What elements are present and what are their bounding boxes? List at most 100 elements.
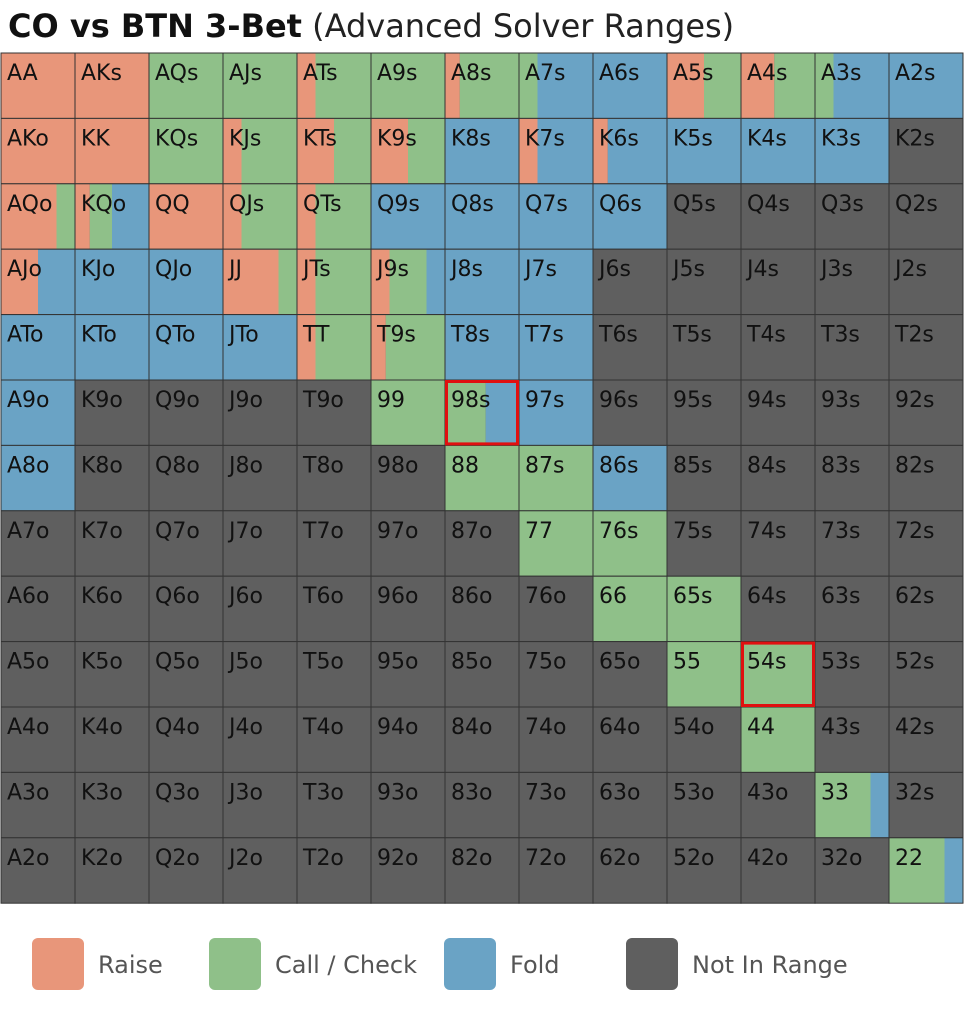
cell-label-64s: 64s (747, 584, 786, 609)
cell-t9o: T9o (296, 379, 372, 446)
cell-bg-95o (371, 641, 445, 707)
cell-j2o: J2o (222, 837, 298, 904)
cell-98s: 98s (444, 379, 520, 446)
cell-bg-74o (519, 707, 593, 773)
mix-fold-a3s (833, 53, 889, 119)
cell-bg-q4s (741, 183, 815, 250)
cell-bg-75s (667, 510, 741, 577)
cell-bg-74s (741, 510, 815, 577)
cell-j5o: J5o (222, 641, 298, 708)
cell-label-k4s: K4s (747, 126, 787, 151)
mix-fold-a6s (593, 53, 667, 119)
cell-bg-98o (371, 445, 445, 511)
cell-j3s: J3s (814, 248, 890, 316)
cell-bg-q9o (149, 380, 223, 446)
mix-raise-kts (297, 118, 334, 184)
cell-label-t8o: T8o (302, 453, 344, 478)
mix-raise-j9s (371, 249, 390, 315)
cell-label-qts: QTs (303, 192, 342, 217)
cell-bg-j6s (593, 249, 667, 315)
cell-label-k9s: K9s (377, 126, 417, 151)
mix-raise-jts (297, 249, 316, 315)
cell-bg-75o (519, 641, 593, 707)
mix-call-k9s (408, 118, 445, 184)
cell-label-t7o: T7o (302, 519, 344, 544)
mix-fold-97s (519, 380, 593, 446)
mix-call-a3s (815, 53, 834, 119)
cell-label-97s: 97s (525, 388, 564, 413)
mix-call-aqs (149, 53, 223, 119)
cell-label-t8s: T8s (450, 323, 490, 348)
cell-k7o: K7o (74, 510, 150, 577)
cell-bg-q2s (889, 183, 963, 250)
cell-label-j6o: J6o (227, 584, 263, 609)
cell-label-72o: 72o (525, 846, 566, 871)
cell-bg-t3o (297, 772, 371, 838)
cell-95s: 95s (666, 379, 742, 446)
cell-64o: 64o (592, 706, 668, 773)
cell-bg-54o (667, 707, 741, 773)
cell-bg-q5o (149, 641, 223, 707)
cell-bg-92s (889, 380, 963, 446)
cell-q9o: Q9o (148, 379, 224, 446)
cell-q8s: Q8s (444, 183, 520, 250)
cell-bg-j5s (667, 249, 741, 315)
cell-bg-j6o (223, 576, 297, 642)
cell-64s: 64s (740, 575, 816, 643)
cell-j5s: J5s (666, 248, 742, 316)
mix-fold-k7s (537, 118, 593, 184)
cell-label-64o: 64o (599, 715, 640, 740)
cell-bg-a3o (1, 772, 75, 838)
mix-fold-j7s (519, 249, 593, 315)
cell-k5s: K5s (666, 117, 742, 185)
mix-raise-ajo (1, 249, 38, 315)
cell-label-aa: AA (7, 61, 38, 86)
cell-ako: AKo (0, 117, 76, 185)
cell-label-q7s: Q7s (525, 192, 568, 217)
legend-label-fold: Fold (510, 951, 560, 979)
cell-label-t4o: T4o (302, 715, 344, 740)
cell-label-k4o: K4o (81, 715, 123, 740)
cell-k2o: K2o (74, 837, 150, 904)
cell-bg-86o (445, 576, 519, 642)
cell-bg-53s (815, 641, 889, 707)
mix-fold-kqo (112, 183, 149, 250)
cell-label-73o: 73o (525, 780, 566, 805)
cell-label-t9s: T9s (376, 323, 416, 348)
cell-bg-82s (889, 445, 963, 511)
cell-84s: 84s (740, 444, 816, 512)
mix-raise-aks (75, 53, 149, 119)
cell-bg-63s (815, 576, 889, 642)
cell-kjs: KJs (222, 117, 298, 185)
cell-k3o: K3o (74, 771, 150, 839)
cell-a3s: A3s (814, 52, 890, 119)
cell-label-74s: 74s (747, 519, 786, 544)
cell-t8s: T8s (444, 314, 520, 381)
cell-82o: 82o (444, 837, 520, 904)
cell-label-q7o: Q7o (155, 519, 200, 544)
cell-96s: 96s (592, 379, 668, 446)
cell-t7s: T7s (518, 314, 594, 381)
cell-65s: 65s (666, 575, 742, 643)
mix-call-33 (815, 772, 871, 838)
cell-97s: 97s (518, 379, 594, 446)
mix-call-t9s (385, 314, 445, 380)
mix-call-ajs (223, 53, 297, 119)
mix-raise-k7s (519, 118, 538, 184)
cell-a8o: A8o (0, 444, 76, 512)
cell-62o: 62o (592, 837, 668, 904)
cell-label-t2o: T2o (302, 846, 344, 871)
cell-label-62s: 62s (895, 584, 934, 609)
highlight-98s (445, 380, 519, 446)
cell-bg-32s (889, 772, 963, 838)
cell-k4s: K4s (740, 117, 816, 185)
cell-bg-76o (519, 576, 593, 642)
cell-bg-53o (667, 772, 741, 838)
mix-call-66 (593, 576, 667, 642)
cell-label-tt: TT (302, 323, 330, 348)
cell-label-95s: 95s (673, 388, 712, 413)
cell-kk: KK (74, 117, 150, 185)
cell-bg-k4o (75, 707, 149, 773)
mix-fold-33 (870, 772, 889, 838)
cell-bg-93o (371, 772, 445, 838)
